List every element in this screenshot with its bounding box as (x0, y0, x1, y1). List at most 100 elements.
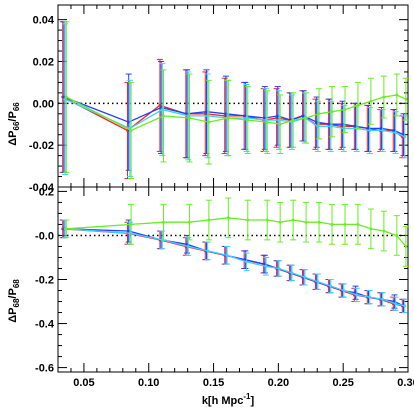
data-point (188, 116, 191, 120)
data-point (342, 289, 346, 292)
data-point (341, 122, 344, 126)
bottom-panel: 0.2 -0.0 -0.2 -0.4 -0.6 0.05 0.10 0.15 0.20 0.25 0… (35, 186, 414, 389)
data-point (404, 245, 408, 248)
data-point (368, 129, 372, 132)
data-point (368, 295, 372, 299)
data-point (226, 216, 230, 220)
y-tick-label: -0.6 (35, 363, 54, 375)
data-point (276, 114, 280, 118)
data-point (382, 229, 386, 233)
data-point (342, 127, 346, 130)
data-point (127, 229, 131, 233)
y-tick-label: 0.2 (39, 186, 54, 198)
data-point (64, 227, 68, 231)
data-point (290, 120, 294, 124)
series-line (64, 98, 405, 138)
data-point (225, 253, 229, 257)
data-point (162, 114, 165, 118)
data-point (403, 135, 407, 139)
data-point (330, 223, 334, 226)
x-tick-label: 0.20 (268, 377, 289, 389)
y-tick-label: -0.02 (29, 140, 54, 152)
data-point (246, 118, 250, 122)
y-tick-label: 0.00 (33, 98, 54, 110)
data-point (382, 95, 386, 99)
data-point (356, 104, 360, 107)
data-point (394, 302, 398, 306)
data-point (129, 223, 133, 226)
data-point (369, 99, 373, 103)
data-point (291, 118, 295, 122)
top-panel: 0.04 0.02 0.00 -0.02 -0.04 (29, 4, 409, 194)
data-point (395, 234, 399, 237)
data-point (207, 120, 211, 124)
data-point (263, 116, 267, 120)
data-point (317, 220, 321, 224)
data-point (290, 271, 294, 275)
x-tick-label: 0.05 (73, 377, 94, 389)
data-point (328, 122, 332, 126)
data-point (304, 116, 308, 120)
bottom-y-axis-label: ΔP68/P68 (7, 279, 21, 323)
y-tick-label: -0.2 (35, 275, 54, 287)
data-point (394, 131, 398, 135)
y-tick-label: -0.0 (35, 230, 54, 242)
data-point (356, 223, 360, 226)
data-point (330, 110, 334, 114)
data-point (317, 112, 321, 116)
data-point (329, 284, 333, 288)
y-tick-label: 0.04 (33, 15, 55, 27)
series-4 (63, 197, 409, 267)
data-point (263, 262, 267, 266)
y-tick-label: -0.04 (29, 182, 55, 194)
x-tick-label: 0.15 (203, 377, 224, 389)
data-point (265, 120, 269, 124)
x-tick-label: 0.30 (397, 377, 414, 389)
data-point (304, 220, 308, 224)
data-point (316, 280, 320, 284)
top-y-axis-label: ΔP66/P66 (7, 102, 21, 146)
data-point (206, 249, 210, 253)
data-point (343, 108, 347, 111)
series-1 (59, 219, 406, 314)
plot-frame (57, 4, 409, 188)
data-point (343, 223, 347, 226)
data-point (226, 116, 230, 120)
data-point (403, 304, 407, 308)
data-point (246, 218, 250, 222)
data-point (355, 293, 359, 297)
series-3 (62, 23, 408, 178)
data-point (369, 227, 373, 231)
series-4 (63, 21, 409, 180)
data-point (64, 95, 68, 99)
data-point (162, 220, 165, 224)
data-point (186, 245, 190, 248)
data-point (395, 93, 399, 97)
data-point (278, 220, 282, 224)
data-point (129, 129, 133, 132)
series-line (62, 228, 403, 307)
x-axis-label: k[h Mpc-1] (202, 392, 255, 407)
data-point (291, 218, 295, 222)
data-point (303, 275, 307, 279)
data-point (277, 118, 281, 122)
data-point (207, 218, 211, 222)
data-point (277, 267, 281, 270)
data-point (264, 264, 268, 268)
data-point (127, 120, 131, 124)
series-1 (59, 21, 406, 180)
data-point (265, 218, 269, 222)
data-point (404, 97, 408, 101)
data-point (245, 260, 248, 264)
x-tick-label: 0.10 (138, 377, 159, 389)
x-tick-label: 0.25 (332, 377, 353, 389)
series-2 (60, 21, 407, 173)
data-point (278, 122, 282, 126)
series-3 (62, 219, 408, 314)
plot-frame (57, 186, 409, 373)
data-point (188, 220, 191, 224)
y-tick-label: 0.02 (33, 56, 54, 68)
data-point (381, 129, 385, 132)
series-line (65, 228, 405, 307)
